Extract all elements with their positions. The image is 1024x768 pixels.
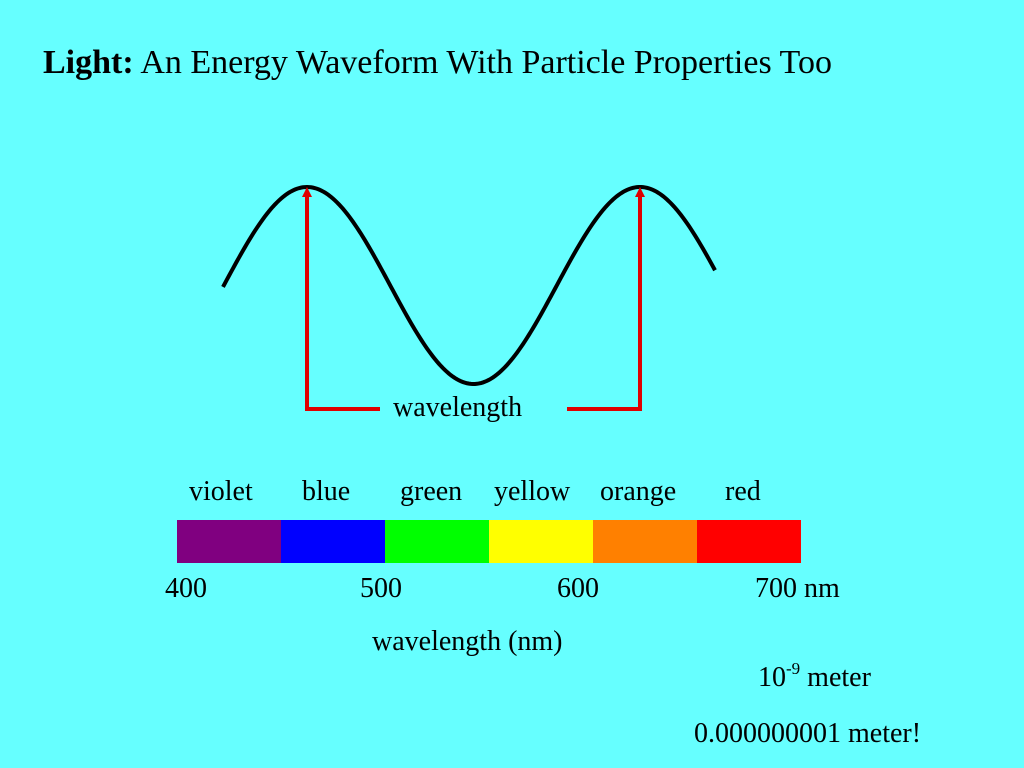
color-label-orange: orange	[600, 476, 677, 507]
band-violet	[177, 520, 281, 563]
band-red	[697, 520, 801, 563]
decimal-note: 0.000000001 meter!	[694, 718, 922, 749]
color-label-violet: violet	[189, 476, 253, 507]
band-blue	[281, 520, 385, 563]
unit-name: meter	[807, 662, 871, 693]
wavelength-bracket-right	[567, 187, 645, 411]
tick-700: 700 nm	[755, 573, 840, 604]
spectrum-bar	[177, 520, 801, 563]
title-bold: Light:	[43, 44, 134, 81]
unit-note: 10-9 meter	[758, 659, 871, 694]
wavelength-bracket-left	[302, 187, 380, 411]
tick-500: 500	[360, 573, 402, 604]
color-label-yellow: yellow	[494, 476, 571, 507]
band-green	[385, 520, 489, 563]
color-label-red: red	[725, 476, 761, 507]
axis-label: wavelength (nm)	[372, 626, 563, 657]
color-label-green: green	[400, 476, 463, 507]
unit-base: 10	[758, 662, 786, 693]
band-orange	[593, 520, 697, 563]
unit-exponent: -9	[786, 659, 801, 678]
slide-title: Light: An Energy Waveform With Particle …	[43, 44, 832, 82]
tick-600: 600	[557, 573, 599, 604]
band-yellow	[489, 520, 593, 563]
tick-400: 400	[165, 573, 207, 604]
color-label-blue: blue	[302, 476, 351, 507]
title-rest: An Energy Waveform With Particle Propert…	[140, 44, 832, 81]
wavelength-label: wavelength	[393, 392, 523, 423]
